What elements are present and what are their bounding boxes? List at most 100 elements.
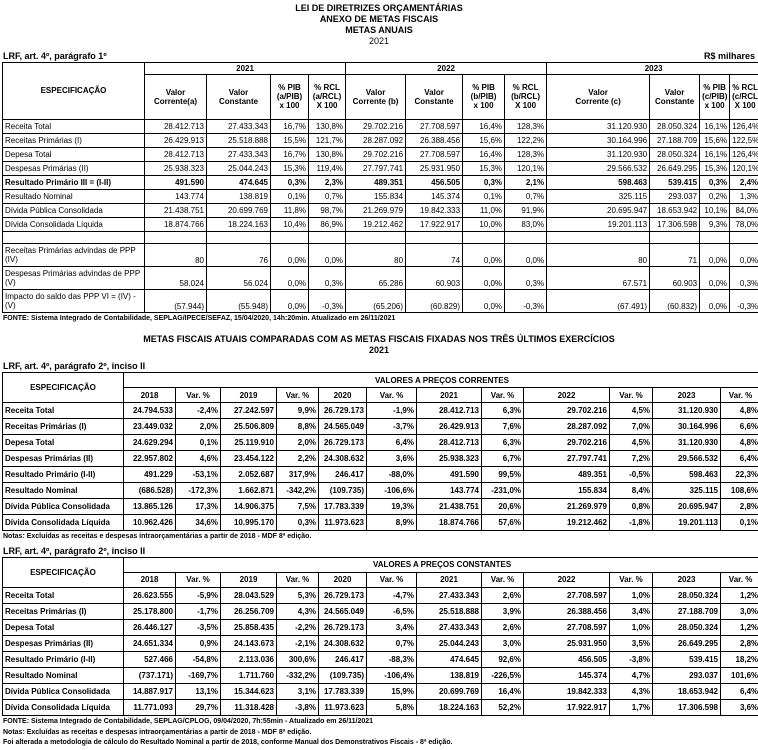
doc-title-line1: LEI DE DIRETRIZES ORÇAMENTÁRIAS — [2, 3, 756, 14]
spacer-cell — [730, 231, 758, 243]
column-header: Var. % — [610, 572, 653, 587]
cell-value: 25.938.323 — [417, 451, 482, 467]
cell-value: 16,4% — [463, 119, 505, 133]
year-2021-header: 2021 — [145, 62, 346, 74]
row-label: Dívida Consolidada Líquida — [3, 699, 124, 715]
cell-value: 17.922.917 — [524, 699, 610, 715]
row-label: Receitas Primárias (I) — [3, 419, 124, 435]
cell-value: 27.708.597 — [406, 147, 463, 161]
table-row: Resultado Primário (I-II)527.466-54,8%2.… — [3, 651, 758, 667]
especificacao-header: ESPECIFICAÇÃO — [3, 373, 124, 403]
table3-source-note: FONTE: Sistema Integrado de Contabilidad… — [3, 718, 755, 727]
cell-value: 29.566.532 — [547, 161, 650, 175]
cell-value: 28.412.713 — [145, 119, 207, 133]
cell-value: 30.164.996 — [547, 133, 650, 147]
column-header: % RCL (c/RCL) X 100 — [730, 74, 758, 119]
row-label: Receita Total — [3, 119, 145, 133]
cell-value: 1,0% — [610, 619, 653, 635]
cell-value: 539.415 — [650, 175, 700, 189]
cell-value: 28.412.713 — [145, 147, 207, 161]
valores-precos-constantes-table: ESPECIFICAÇÃO VALORES A PREÇOS CONSTANTE… — [2, 557, 758, 716]
cell-value: 2,4% — [730, 175, 758, 189]
cell-value: 80 — [346, 243, 406, 266]
cell-value: 74 — [406, 243, 463, 266]
cell-value: 300,6% — [277, 651, 319, 667]
cell-value: -231,0% — [482, 483, 524, 499]
column-header: Valor Corrente(a) — [145, 74, 207, 119]
cell-value: 3,4% — [367, 619, 417, 635]
cell-value: 2,0% — [176, 419, 221, 435]
row-label: Dívida Pública Consolidada — [3, 499, 124, 515]
cell-value: 91,9% — [505, 203, 547, 217]
cell-value: 15,3% — [271, 161, 309, 175]
row-label: Resultado Nominal — [3, 189, 145, 203]
row-label: Resultado Nominal — [3, 667, 124, 683]
cell-value: -1,7% — [176, 603, 221, 619]
cell-value: 0,7% — [505, 189, 547, 203]
cell-value: 1,0% — [610, 587, 653, 603]
cell-value: 6,3% — [482, 435, 524, 451]
spacer-cell — [505, 231, 547, 243]
column-header: Var. % — [610, 388, 653, 403]
row-label: Resultado Nominal — [3, 483, 124, 499]
cell-value: 527.466 — [124, 651, 176, 667]
cell-value: 138.819 — [417, 667, 482, 683]
row-label: Receitas Primárias advindas de PPP (IV) — [3, 243, 145, 266]
column-header: % PIB (b/PIB) x 100 — [463, 74, 505, 119]
cell-value: 11,8% — [271, 203, 309, 217]
cell-value: 16,4% — [463, 147, 505, 161]
cell-value: 120,1% — [505, 161, 547, 175]
cell-value: 1,2% — [721, 587, 758, 603]
cell-value: 24.143.673 — [221, 635, 277, 651]
cell-value: 7,2% — [610, 451, 653, 467]
cell-value: -88,0% — [367, 467, 417, 483]
spacer-cell — [346, 231, 406, 243]
cell-value: 122,2% — [505, 133, 547, 147]
cell-value: (55.948) — [207, 289, 271, 312]
cell-value: 3,9% — [482, 603, 524, 619]
cell-value: 0,3% — [271, 175, 309, 189]
cell-value: 27.797.741 — [346, 161, 406, 175]
column-header: 2022 — [524, 572, 610, 587]
cell-value: 491.590 — [145, 175, 207, 189]
cell-value: -106,4% — [367, 667, 417, 683]
cell-value: 3,1% — [277, 683, 319, 699]
row-label: Receita Total — [3, 403, 124, 419]
valores-correntes-group-header: VALORES A PREÇOS CORRENTES — [124, 373, 758, 388]
cell-value: 18.653.942 — [650, 203, 700, 217]
column-header: Var. % — [482, 388, 524, 403]
section2-year: 2021 — [2, 345, 756, 357]
cell-value: (109.735) — [319, 483, 367, 499]
cell-value: -2,4% — [176, 403, 221, 419]
cell-value: 2,8% — [721, 635, 758, 651]
cell-value: 28.050.324 — [650, 147, 700, 161]
cell-value: 474.645 — [417, 651, 482, 667]
column-header: 2023 — [653, 388, 721, 403]
cell-value: -106,6% — [367, 483, 417, 499]
cell-value: 31.120.930 — [547, 119, 650, 133]
row-label: Dívida Consolidada Líquida — [3, 515, 124, 531]
column-header: 2018 — [124, 388, 176, 403]
table1-ppp-rows: Receitas Primárias advindas de PPP (IV) 8… — [3, 243, 758, 312]
column-header: Var. % — [176, 388, 221, 403]
cell-value: -226,5% — [482, 667, 524, 683]
cell-value: 4,3% — [277, 603, 319, 619]
cell-value: 16,4% — [482, 683, 524, 699]
column-header: Valor Corrente (b) — [346, 74, 406, 119]
cell-value: 138.819 — [207, 189, 271, 203]
cell-value: 7,6% — [482, 419, 524, 435]
cell-value: 101,6% — [721, 667, 758, 683]
cell-value: -2,1% — [277, 635, 319, 651]
cell-value: 15.344.623 — [221, 683, 277, 699]
spacer-cell — [309, 231, 346, 243]
cell-value: 0,0% — [271, 243, 309, 266]
cell-value: 0,8% — [610, 499, 653, 515]
cell-value: 26.623.555 — [124, 587, 176, 603]
cell-value: 27.433.343 — [417, 587, 482, 603]
